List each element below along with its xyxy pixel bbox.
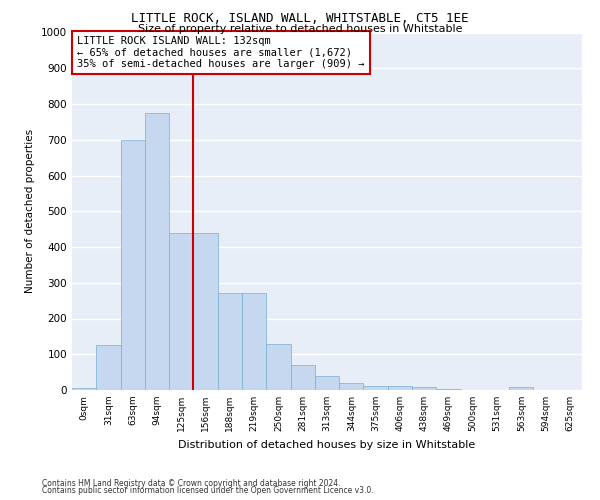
Bar [436, 389, 461, 390]
Bar [121, 140, 145, 390]
Bar [193, 232, 218, 390]
Bar [72, 388, 96, 390]
Bar [315, 376, 339, 390]
Bar [96, 346, 121, 390]
Text: Size of property relative to detached houses in Whitstable: Size of property relative to detached ho… [138, 24, 462, 34]
Text: Contains public sector information licensed under the Open Government Licence v3: Contains public sector information licen… [42, 486, 374, 495]
X-axis label: Distribution of detached houses by size in Whitstable: Distribution of detached houses by size … [178, 440, 476, 450]
Bar [266, 344, 290, 390]
Bar [290, 365, 315, 390]
Bar [242, 294, 266, 390]
Bar [412, 387, 436, 390]
Bar [218, 294, 242, 390]
Bar [339, 383, 364, 390]
Bar [145, 113, 169, 390]
Bar [388, 386, 412, 390]
Text: LITTLE ROCK ISLAND WALL: 132sqm
← 65% of detached houses are smaller (1,672)
35%: LITTLE ROCK ISLAND WALL: 132sqm ← 65% of… [77, 36, 365, 70]
Text: LITTLE ROCK, ISLAND WALL, WHITSTABLE, CT5 1EE: LITTLE ROCK, ISLAND WALL, WHITSTABLE, CT… [131, 12, 469, 26]
Text: Contains HM Land Registry data © Crown copyright and database right 2024.: Contains HM Land Registry data © Crown c… [42, 478, 341, 488]
Bar [509, 387, 533, 390]
Bar [169, 232, 193, 390]
Y-axis label: Number of detached properties: Number of detached properties [25, 129, 35, 294]
Bar [364, 386, 388, 390]
